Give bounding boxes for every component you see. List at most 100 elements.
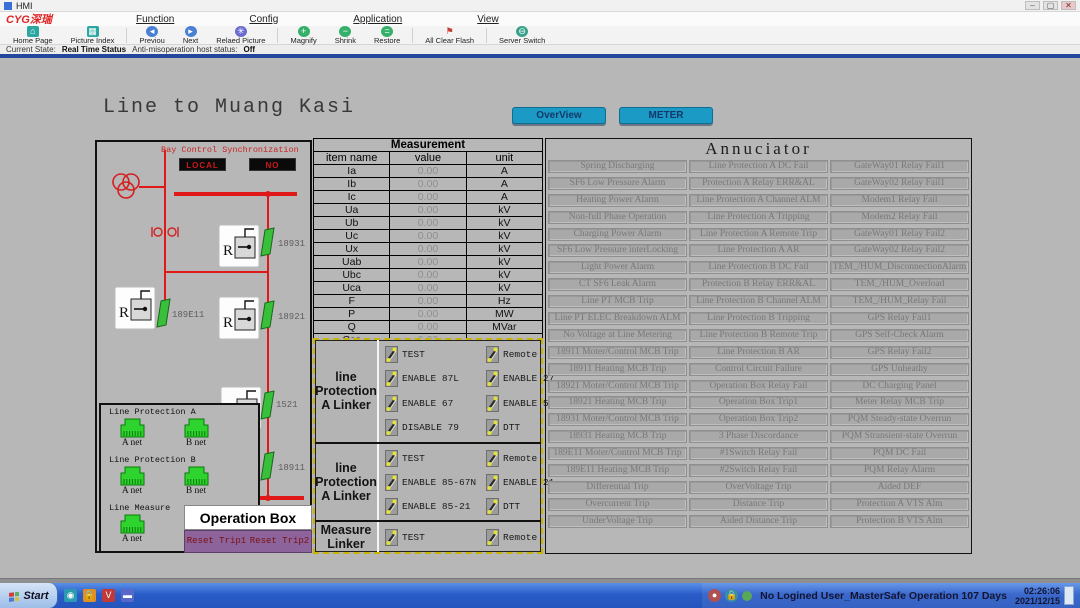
annunciator-tile[interactable]: GateWay02 Relay Fail1	[830, 176, 969, 190]
overview-button[interactable]: OverView	[512, 107, 606, 124]
annunciator-tile[interactable]: CT SF6 Leak Alarm	[548, 278, 687, 292]
annunciator-tile[interactable]: UnderVoltage Trip	[548, 514, 687, 528]
annunciator-tile[interactable]: GPS Relay Fail1	[830, 312, 969, 326]
annunciator-tile[interactable]: PQM Stransient-state Overrun	[830, 430, 969, 444]
annunciator-tile[interactable]: 18931 Moter/Control MCB Trip	[548, 413, 687, 427]
minimize-button[interactable]: –	[1025, 1, 1040, 10]
annunciator-tile[interactable]: 189E11 Moter/Control MCB Trip	[548, 447, 687, 461]
annunciator-tile[interactable]: Aided Distance Trip	[689, 514, 828, 528]
annunciator-tile[interactable]: Line Protection A Channel ALM	[689, 193, 828, 207]
toolbar-clear-flash-button[interactable]: ⚑ All Clear Flash	[416, 26, 483, 45]
alarm-icon[interactable]: ●	[708, 589, 722, 602]
annunciator-tile[interactable]: GPS Relay Fail2	[830, 345, 969, 359]
annunciator-tile[interactable]: Operation Box Relay Fail	[689, 379, 828, 393]
toolbar-previous-button[interactable]: ◂ Previou	[130, 25, 173, 45]
shield-icon[interactable]: V	[102, 589, 115, 602]
toolbar-related-picture-button[interactable]: ✳ Relaed Picture	[207, 25, 274, 45]
annunciator-tile[interactable]: GateWay02 Relay Fail2	[830, 244, 969, 258]
start-button[interactable]: Start	[0, 583, 58, 608]
lock-icon[interactable]: 🔒	[83, 589, 96, 602]
annunciator-tile[interactable]: 18931 Heating MCB Trip	[548, 430, 687, 444]
toolbar-shrink-button[interactable]: − Shrink	[326, 25, 365, 45]
toolbar-home-button[interactable]: ⌂ Home Page	[4, 25, 62, 45]
annunciator-tile[interactable]: Overcurrent Trip	[548, 497, 687, 511]
disconnector-switch-icon[interactable]	[486, 449, 499, 467]
annunciator-tile[interactable]: No Voltage at Line Metering	[548, 328, 687, 342]
annunciator-tile[interactable]: Line Protection B Channel ALM	[689, 295, 828, 309]
disconnector-switch-icon[interactable]	[385, 449, 398, 467]
annunciator-tile[interactable]: Modem2 Relay Fail	[830, 210, 969, 224]
annunciator-tile[interactable]: #2Switch Relay Fail	[689, 464, 828, 478]
annunciator-tile[interactable]: Protection A Relay ERR&AL	[689, 176, 828, 190]
disconnector-switch-icon[interactable]	[385, 497, 398, 515]
annunciator-tile[interactable]: Control Circuit Failure	[689, 362, 828, 376]
disconnector-switch-icon[interactable]	[385, 394, 398, 412]
annunciator-tile[interactable]: GPS Self-Check Alarm	[830, 328, 969, 342]
annunciator-tile[interactable]: TEM_/HUM_Overload	[830, 278, 969, 292]
disconnector-switch-icon[interactable]	[486, 370, 499, 388]
annunciator-tile[interactable]: Line Protection B Remote Trip	[689, 328, 828, 342]
annunciator-tile[interactable]: Light Power Alarm	[548, 261, 687, 275]
annunciator-tile[interactable]: 18911 Heating MCB Trip	[548, 362, 687, 376]
annunciator-tile[interactable]: PQM Steady-state Overrun	[830, 413, 969, 427]
annunciator-tile[interactable]: Line Protection B DC Fail	[689, 261, 828, 275]
annunciator-tile[interactable]: Protection B VTS Alm	[830, 514, 969, 528]
annunciator-tile[interactable]: Aided DEF	[830, 480, 969, 494]
disconnector-switch-icon[interactable]	[385, 345, 398, 363]
disconnector-switch-icon[interactable]	[385, 528, 398, 546]
breaker-bay-189E11[interactable]: R 189E11	[114, 286, 204, 330]
annunciator-tile[interactable]: GPS Unheathy	[830, 362, 969, 376]
menu-config[interactable]: Config	[249, 13, 279, 25]
annunciator-tile[interactable]: Heating Power Alarm	[548, 193, 687, 207]
toolbar-server-switch-button[interactable]: ⊖ Server Switch	[490, 25, 554, 45]
annunciator-tile[interactable]: Line Protection B Tripping	[689, 312, 828, 326]
meter-button[interactable]: METER	[619, 107, 713, 124]
breaker-bay-18931[interactable]: R 18931	[218, 224, 305, 268]
annunciator-tile[interactable]: TEM_/HUM_Relay Fail	[830, 295, 969, 309]
disconnector-switch-icon[interactable]	[486, 345, 499, 363]
breaker-bay-18921[interactable]: R 18921	[218, 296, 305, 340]
disconnector-switch-icon[interactable]	[486, 473, 499, 491]
reset-trip-button[interactable]: Reset Trip1	[186, 536, 247, 546]
annunciator-tile[interactable]: DC Charging Panel	[830, 379, 969, 393]
annunciator-tile[interactable]: 18921 Moter/Control MCB Trip	[548, 379, 687, 393]
annunciator-tile[interactable]: Charging Power Alarm	[548, 227, 687, 241]
disconnector-switch-icon[interactable]	[385, 419, 398, 437]
menu-application[interactable]: Application	[353, 13, 403, 25]
annunciator-tile[interactable]: GateWay01 Relay Fail2	[830, 227, 969, 241]
annunciator-tile[interactable]: Line Protection B AR	[689, 345, 828, 359]
annunciator-tile[interactable]: GateWay01 Relay Fail1	[830, 160, 969, 173]
annunciator-tile[interactable]: Meter Relay MCB Trip	[830, 396, 969, 410]
annunciator-tile[interactable]: 189E11 Heating MCB Trip	[548, 464, 687, 478]
reset-trip-button[interactable]: Reset Trip2	[249, 536, 310, 546]
disconnector-switch-icon[interactable]	[486, 419, 499, 437]
annunciator-tile[interactable]: #1Switch Relay Fail	[689, 447, 828, 461]
menu-view[interactable]: View	[477, 13, 499, 25]
annunciator-tile[interactable]: 18921 Heating MCB Trip	[548, 396, 687, 410]
toolbar-next-button[interactable]: ▸ Next	[174, 25, 207, 45]
disconnector-switch-icon[interactable]	[385, 473, 398, 491]
toolbar-magnify-button[interactable]: + Magnify	[281, 25, 325, 45]
annunciator-tile[interactable]: Differential Trip	[548, 480, 687, 494]
annunciator-tile[interactable]: TEM_/HUM_DisconnectionAlarm	[830, 261, 969, 275]
annunciator-tile[interactable]: Line Protection A AR	[689, 244, 828, 258]
annunciator-tile[interactable]: 18911 Moter/Control MCB Trip	[548, 345, 687, 359]
annunciator-tile[interactable]: PQM Relay Alarm	[830, 464, 969, 478]
disconnector-switch-icon[interactable]	[486, 528, 499, 546]
annunciator-tile[interactable]: Protection A VTS Alm	[830, 497, 969, 511]
annunciator-tile[interactable]: 3 Phase Discordance	[689, 430, 828, 444]
annunciator-tile[interactable]: Distance Trip	[689, 497, 828, 511]
annunciator-tile[interactable]: Operation Box Trip2	[689, 413, 828, 427]
show-desktop-button[interactable]	[1064, 586, 1074, 605]
annunciator-tile[interactable]: Spring Discharging	[548, 160, 687, 173]
annunciator-tile[interactable]: Modem1 Relay Fail	[830, 193, 969, 207]
toolbar-restore-button[interactable]: = Restore	[365, 25, 409, 45]
annunciator-tile[interactable]: SF6 Low Pressure interLocking	[548, 244, 687, 258]
menu-function[interactable]: Function	[136, 13, 175, 25]
eye-icon[interactable]: ◉	[64, 589, 77, 602]
toolbar-picture-index-button[interactable]: ▦ Picture Index	[62, 25, 124, 45]
disconnector-switch-icon[interactable]	[385, 370, 398, 388]
lock-icon[interactable]: 🔒	[725, 589, 739, 602]
annunciator-tile[interactable]: Protection B Relay ERR&AL	[689, 278, 828, 292]
annunciator-tile[interactable]: SF6 Low Pressure Alarm	[548, 176, 687, 190]
